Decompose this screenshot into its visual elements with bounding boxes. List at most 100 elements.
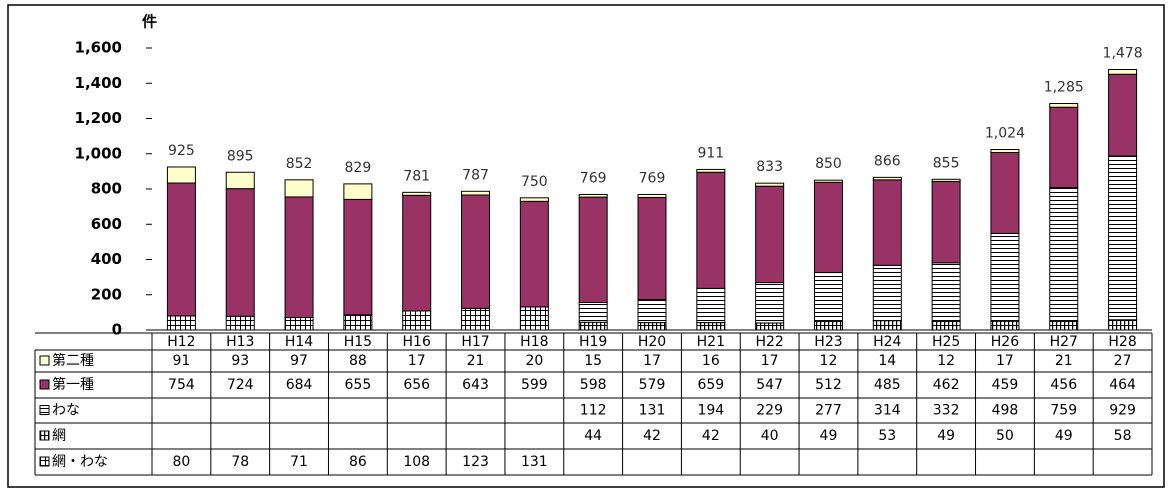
table-value: 655 — [345, 377, 372, 393]
total-label: 829 — [345, 160, 372, 176]
x-tick-label: H21 — [697, 334, 725, 350]
table-value: 40 — [761, 428, 779, 444]
legend-label: 網・わな — [52, 454, 108, 470]
table-value: 97 — [290, 353, 308, 369]
x-tick-label: H23 — [814, 334, 842, 350]
y-tick-label: 1,600 — [75, 39, 122, 57]
table-value: 485 — [874, 377, 901, 393]
table-value: 464 — [1109, 377, 1136, 393]
legend-label: わな — [52, 403, 80, 419]
bar-segment — [755, 322, 785, 331]
bar-segment — [696, 287, 726, 324]
legend-label: 第二種 — [52, 352, 94, 369]
table-value: 314 — [874, 403, 901, 419]
total-label: 850 — [815, 156, 842, 172]
table-value: 17 — [408, 353, 426, 369]
table-value: 21 — [1055, 353, 1073, 369]
bar-segment — [1049, 320, 1079, 331]
bar-segment — [225, 315, 255, 331]
table-value: 42 — [702, 428, 720, 444]
bar-segment — [519, 306, 549, 331]
table-value: 49 — [937, 428, 955, 444]
bar-segment — [755, 182, 785, 187]
table-value: 462 — [933, 377, 960, 393]
bar-segment — [931, 178, 961, 182]
bar-segment — [813, 179, 843, 183]
table-value: 16 — [702, 353, 720, 369]
total-label: 866 — [874, 153, 901, 169]
table-value: 78 — [231, 454, 249, 470]
table-value: 49 — [820, 428, 838, 444]
bar-segment — [637, 196, 667, 301]
table-value: 459 — [992, 377, 1019, 393]
bar-segment — [990, 232, 1020, 322]
table-value: 108 — [403, 454, 430, 470]
table-value: 53 — [878, 428, 896, 444]
bar-segment — [1049, 187, 1079, 322]
table-value: 71 — [290, 454, 308, 470]
bar-segment — [813, 320, 843, 331]
x-tick-label: H19 — [579, 334, 607, 350]
bar-segment — [578, 196, 608, 304]
table-value: 12 — [937, 353, 955, 369]
bar-segment — [696, 168, 726, 173]
total-label: 1,478 — [1103, 46, 1143, 62]
table-value: 93 — [231, 353, 249, 369]
bar-segment — [931, 320, 961, 331]
legend-key — [39, 430, 50, 441]
table-value: 547 — [756, 377, 783, 393]
bar-segment — [755, 282, 785, 324]
table-value: 17 — [996, 353, 1014, 369]
bar-segment — [1049, 103, 1079, 108]
table-value: 20 — [525, 353, 543, 369]
x-tick-label: H25 — [932, 334, 960, 350]
bar-segment — [931, 262, 961, 322]
table-value: 332 — [933, 403, 960, 419]
table-value: 14 — [878, 353, 896, 369]
total-label: 852 — [286, 156, 313, 172]
x-tick-label: H15 — [344, 334, 372, 350]
bar-segment — [931, 180, 961, 264]
bar-segment — [343, 314, 373, 331]
table-value: 88 — [349, 353, 367, 369]
y-tick-label: 800 — [91, 180, 122, 198]
bar-segment — [813, 181, 843, 274]
legend-label: 網 — [52, 428, 66, 444]
bar-segment — [519, 200, 549, 308]
total-label: 1,024 — [985, 126, 1025, 142]
x-tick-label: H28 — [1108, 334, 1136, 350]
x-tick-label: H26 — [991, 334, 1019, 350]
bar-segment — [872, 176, 902, 181]
table-value: 80 — [172, 454, 190, 470]
table-value: 643 — [462, 377, 489, 393]
total-label: 855 — [933, 155, 960, 171]
x-tick-label: H20 — [638, 334, 666, 350]
bar-segment — [284, 196, 314, 318]
x-tick-label: H24 — [873, 334, 901, 350]
x-tick-label: H18 — [520, 334, 548, 350]
bar-segment — [461, 190, 491, 196]
table-value: 86 — [349, 454, 367, 470]
table-value: 579 — [639, 377, 666, 393]
table-value: 123 — [462, 454, 489, 470]
total-label: 1,285 — [1044, 80, 1084, 96]
total-label: 750 — [521, 174, 548, 190]
table-value: 42 — [643, 428, 661, 444]
total-label: 833 — [756, 159, 783, 175]
table-value: 194 — [697, 403, 724, 419]
bar-segment — [284, 179, 314, 198]
y-tick-label: 400 — [91, 250, 122, 268]
bar-segment — [637, 193, 667, 198]
bar-segment — [402, 194, 432, 312]
total-label: 769 — [639, 170, 666, 186]
table-value: 17 — [643, 353, 661, 369]
legend-key — [39, 355, 50, 366]
x-tick-label: H13 — [226, 334, 254, 350]
bar-segment — [166, 166, 196, 184]
table-value: 759 — [1050, 403, 1077, 419]
bar-segment — [813, 272, 843, 322]
bar-segment — [519, 197, 549, 202]
legend-key — [39, 456, 50, 467]
y-tick-label: 1,400 — [75, 74, 122, 92]
bar-segment — [578, 321, 608, 331]
